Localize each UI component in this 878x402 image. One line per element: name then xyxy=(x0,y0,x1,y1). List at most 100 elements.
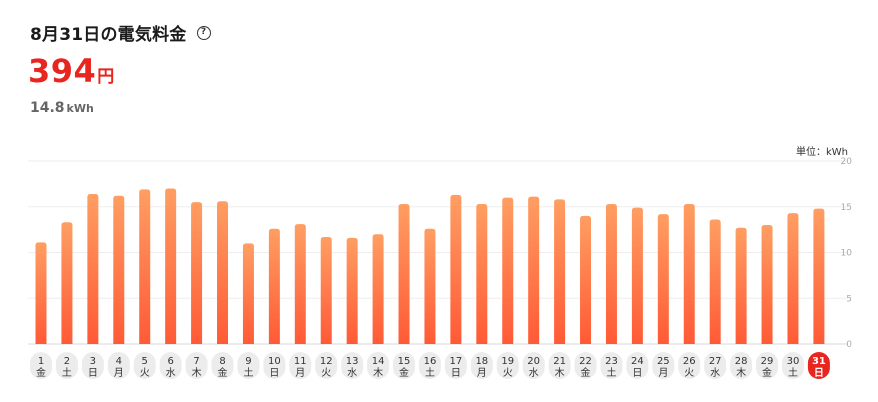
day-number-label: 22 xyxy=(579,356,592,367)
chart-bar[interactable] xyxy=(242,243,254,344)
day-chip[interactable] xyxy=(652,352,675,379)
chart-bar[interactable] xyxy=(113,195,125,344)
chart-bar[interactable] xyxy=(61,222,73,344)
chart-bar[interactable] xyxy=(683,204,695,344)
help-circle-icon[interactable]: ? xyxy=(196,25,211,40)
day-chip[interactable] xyxy=(211,352,234,379)
day-chip[interactable] xyxy=(548,352,571,379)
price-display: 394 円 xyxy=(28,52,114,90)
day-number-label: 6 xyxy=(167,356,173,367)
weekday-label: 土 xyxy=(788,366,798,379)
day-chip[interactable] xyxy=(289,352,312,379)
day-chip[interactable] xyxy=(626,352,649,379)
chart-bar[interactable] xyxy=(631,207,643,344)
day-number-label: 19 xyxy=(501,356,514,367)
chart-day-labels: 1金2土3日4月5火6水7木8金9土10日11月12火13水14木15金16土1… xyxy=(30,352,830,379)
day-number-label: 18 xyxy=(475,356,488,367)
day-number-label: 7 xyxy=(193,356,199,367)
chart-bar[interactable] xyxy=(424,228,436,344)
chart-y-ticks: 0 5 10 15 20 xyxy=(841,157,853,350)
weekday-label: 金 xyxy=(581,366,591,379)
day-chip[interactable] xyxy=(107,352,130,379)
weekday-label: 金 xyxy=(762,366,772,379)
weekday-label: 水 xyxy=(710,367,720,379)
chart-bar[interactable] xyxy=(813,208,825,344)
chart-bar[interactable] xyxy=(657,214,669,344)
chart-bar[interactable] xyxy=(554,199,566,344)
usage-unit: kWh xyxy=(66,102,94,115)
day-chip[interactable] xyxy=(55,352,78,379)
day-number-label: 24 xyxy=(631,356,644,367)
day-chip[interactable] xyxy=(367,352,390,379)
chart-bar[interactable] xyxy=(294,224,306,344)
chart-bar[interactable] xyxy=(761,225,773,344)
day-chip[interactable] xyxy=(678,352,701,379)
chart-bar[interactable] xyxy=(787,213,799,344)
day-chip[interactable] xyxy=(341,352,364,379)
day-number-label: 31 xyxy=(812,356,826,367)
chart-bar[interactable] xyxy=(398,204,410,344)
day-chip[interactable] xyxy=(393,352,416,379)
chart-bar[interactable] xyxy=(450,194,462,344)
day-chip[interactable] xyxy=(781,352,804,379)
weekday-label: 月 xyxy=(114,367,124,379)
weekday-label: 土 xyxy=(243,366,253,379)
chart-bar[interactable] xyxy=(320,236,332,344)
chart-bar[interactable] xyxy=(165,188,177,344)
day-chip[interactable] xyxy=(159,352,182,379)
day-chip[interactable] xyxy=(418,352,441,379)
chart-bar[interactable] xyxy=(87,193,99,344)
day-chip[interactable] xyxy=(730,352,753,379)
chart-grid xyxy=(28,160,848,345)
price-unit: 円 xyxy=(97,67,115,87)
day-chip[interactable] xyxy=(600,352,623,379)
day-chip[interactable] xyxy=(315,352,338,379)
weekday-label: 日 xyxy=(632,368,642,379)
chart-bar[interactable] xyxy=(35,242,47,344)
chart-bar[interactable] xyxy=(735,227,747,344)
y-tick-label: 20 xyxy=(841,157,853,167)
chart-bars xyxy=(35,188,825,344)
day-chip[interactable] xyxy=(704,352,727,379)
chart-bar[interactable] xyxy=(191,202,203,344)
day-chip[interactable] xyxy=(237,352,260,379)
chart-bar[interactable] xyxy=(476,204,488,344)
chart-bar[interactable] xyxy=(709,219,721,344)
day-chip[interactable] xyxy=(756,352,779,379)
chart-bar[interactable] xyxy=(268,228,280,344)
weekday-label: 水 xyxy=(529,367,539,379)
chart-bar[interactable] xyxy=(372,234,384,344)
day-chip[interactable] xyxy=(133,352,156,379)
usage-value: 14.8 xyxy=(30,100,65,116)
chart-bar[interactable] xyxy=(139,189,151,344)
weekday-label: 月 xyxy=(477,367,487,379)
day-chip[interactable] xyxy=(470,352,493,379)
day-number-label: 21 xyxy=(553,356,566,367)
weekday-label: 火 xyxy=(684,367,694,379)
weekday-label: 木 xyxy=(555,367,565,379)
day-number-label: 11 xyxy=(294,356,307,367)
weekday-label: 木 xyxy=(736,367,746,379)
chart-bar[interactable] xyxy=(217,201,229,344)
day-number-label: 23 xyxy=(605,356,618,367)
weekday-label: 土 xyxy=(606,366,616,379)
chart-bar[interactable] xyxy=(528,196,540,344)
day-chip[interactable] xyxy=(496,352,519,379)
chart-bar[interactable] xyxy=(580,215,592,344)
day-chip[interactable] xyxy=(185,352,208,379)
day-chip-selected[interactable] xyxy=(807,352,830,379)
chart-bar[interactable] xyxy=(502,197,514,344)
weekday-label: 月 xyxy=(658,367,668,379)
day-chip[interactable] xyxy=(444,352,467,379)
weekday-label: 日 xyxy=(269,368,279,379)
day-chip[interactable] xyxy=(30,352,52,379)
day-chip[interactable] xyxy=(522,352,545,379)
day-chip[interactable] xyxy=(81,352,104,379)
day-chip[interactable] xyxy=(263,352,286,379)
chart-bar[interactable] xyxy=(346,237,358,344)
day-number-label: 30 xyxy=(787,356,800,367)
day-number-label: 8 xyxy=(219,356,225,367)
chart-bar[interactable] xyxy=(605,204,617,344)
day-chip[interactable] xyxy=(574,352,597,379)
